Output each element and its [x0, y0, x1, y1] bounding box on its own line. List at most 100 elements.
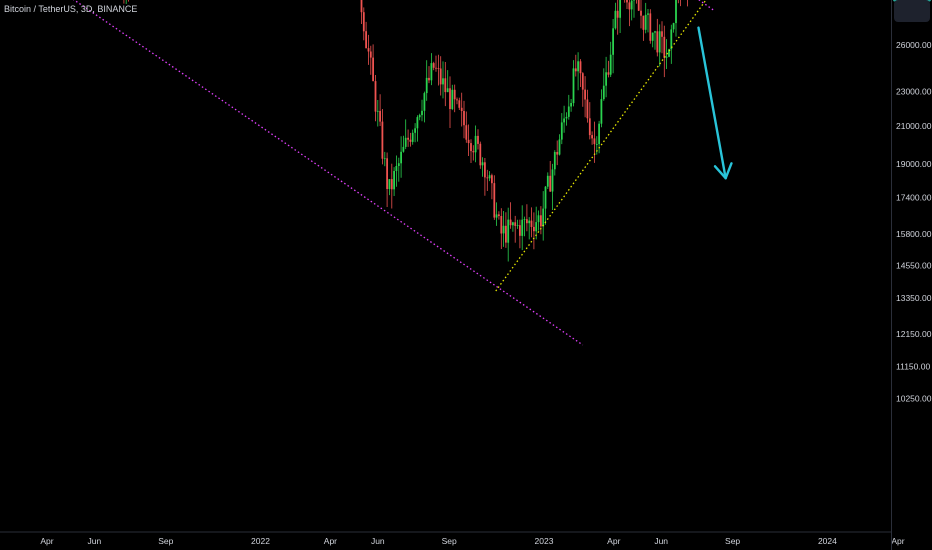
forecast-arrow-shaft[interactable]	[697, 26, 727, 180]
candle	[614, 2, 617, 30]
candle	[588, 102, 591, 140]
candle	[474, 125, 477, 163]
candle	[605, 56, 607, 98]
candle	[549, 161, 552, 192]
candle	[680, 0, 681, 7]
candle	[425, 60, 428, 101]
candle	[421, 99, 423, 122]
candle	[460, 92, 463, 127]
candle	[630, 0, 633, 21]
candle	[423, 91, 426, 123]
candle	[672, 22, 675, 33]
candle	[644, 2, 647, 34]
y-tick-label: 13350.00	[896, 293, 932, 303]
price-axis-panel[interactable]	[891, 0, 932, 550]
candle	[446, 70, 449, 93]
y-tick-label: 10250.00	[896, 394, 932, 404]
y-tick-label: 11150.00	[896, 362, 930, 372]
candle	[367, 34, 370, 65]
candle	[563, 105, 565, 133]
candle	[602, 68, 605, 101]
x-tick-label: Sep	[442, 536, 457, 546]
candle	[488, 171, 491, 182]
candle	[626, 0, 628, 9]
candle	[397, 157, 400, 182]
trend-line-channel-lower[interactable]	[7, 0, 584, 346]
candle	[362, 7, 365, 41]
x-tick-label: 2023	[535, 536, 554, 546]
candle	[402, 135, 405, 153]
candle	[619, 0, 621, 33]
candle	[612, 19, 614, 74]
candle	[477, 129, 479, 150]
x-tick-label: Apr	[40, 536, 53, 546]
candles-layer	[123, 0, 688, 262]
price-axis[interactable]: 80000.0072000.0064500.0057000.0051000.00…	[896, 0, 932, 404]
candle	[383, 151, 386, 167]
candle	[407, 129, 409, 147]
candle	[486, 169, 489, 191]
candle	[663, 25, 666, 78]
x-tick-label: Jun	[88, 536, 102, 546]
candle	[661, 21, 663, 54]
candle	[442, 61, 444, 99]
chart-settings-button[interactable]	[894, 0, 930, 22]
candle	[546, 172, 549, 189]
trend-lines-layer[interactable]	[7, 0, 729, 346]
candle	[670, 24, 673, 64]
candle	[404, 119, 407, 150]
x-tick-label: 2024	[818, 536, 837, 546]
candle	[360, 0, 363, 24]
x-tick-label: Sep	[158, 536, 173, 546]
candle	[400, 136, 402, 178]
candle	[642, 15, 645, 41]
candle	[386, 152, 388, 207]
candle	[514, 215, 517, 243]
candle	[491, 173, 493, 200]
forecast-arrow-head[interactable]	[713, 162, 733, 180]
candle	[553, 150, 556, 176]
candle	[535, 206, 538, 240]
candle	[542, 191, 545, 241]
candle	[579, 59, 582, 87]
candle	[390, 163, 393, 209]
annotation-arrow-layer[interactable]	[697, 26, 733, 180]
candle	[498, 211, 500, 220]
candle	[523, 216, 526, 237]
candle	[453, 84, 456, 113]
time-axis[interactable]: Apr Jun Sep 2022 Apr Jun Sep 2023 Apr Jun Sep 2024 A…	[0, 531, 905, 546]
candle	[649, 9, 652, 44]
candle	[586, 89, 589, 123]
candle	[528, 217, 531, 240]
candle	[628, 0, 631, 27]
candle	[472, 145, 475, 161]
candle	[493, 175, 496, 220]
candle	[379, 94, 381, 126]
candle	[369, 45, 372, 75]
candle	[456, 97, 458, 105]
candle	[609, 41, 612, 77]
candle	[558, 134, 561, 156]
candle	[637, 0, 640, 11]
candle	[388, 179, 391, 196]
candle	[411, 129, 414, 145]
candle	[467, 124, 470, 156]
candle	[687, 0, 688, 7]
x-tick-label: 2022	[251, 536, 270, 546]
candle	[365, 21, 367, 49]
candle	[439, 56, 442, 96]
y-tick-label: 21000.00	[896, 121, 932, 131]
candle	[633, 0, 635, 18]
candle	[593, 121, 596, 163]
x-tick-label: Apr	[324, 536, 337, 546]
candle	[544, 186, 547, 225]
candle	[507, 207, 510, 262]
candle	[600, 89, 603, 128]
y-tick-label: 23000.00	[896, 86, 932, 96]
candle	[526, 204, 528, 232]
candle	[577, 52, 579, 91]
x-tick-label: Sep	[725, 536, 740, 546]
candle	[395, 155, 398, 187]
